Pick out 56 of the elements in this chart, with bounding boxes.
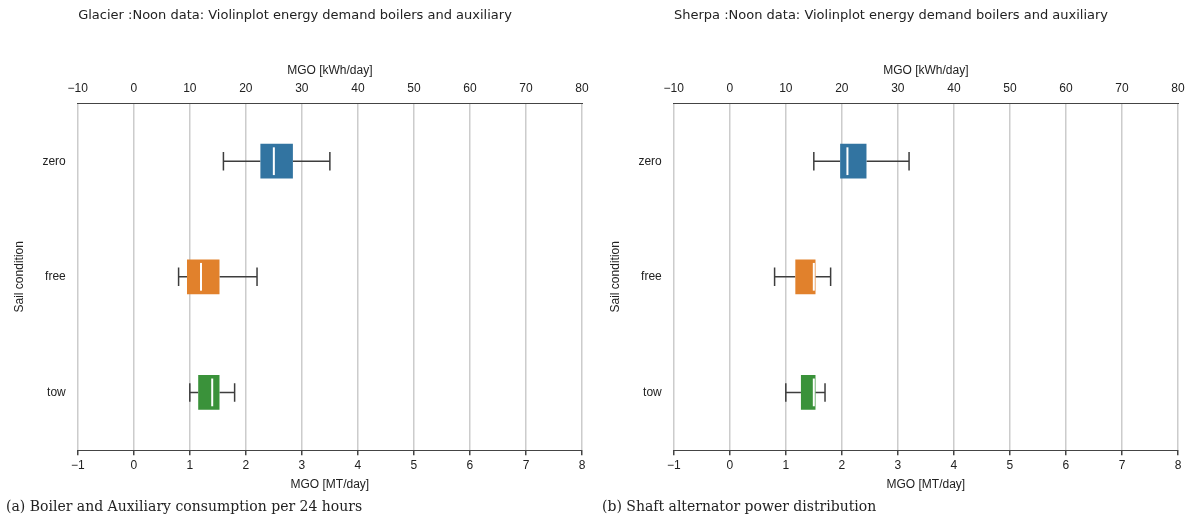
x2-tick-label: 50	[1003, 80, 1017, 95]
x2-tick-label: 30	[891, 80, 905, 95]
x2-tick-label: 40	[351, 80, 365, 95]
x-tick-label: 8	[1174, 457, 1182, 472]
x-tick-label: 7	[522, 457, 530, 472]
x2-tick-label: 70	[1115, 80, 1129, 95]
x2-tick-label: 60	[1059, 80, 1073, 95]
x2-tick-label: −10	[663, 80, 685, 95]
text: (a) Boiler and Auxiliary consumption per 24 hours	[5, 498, 364, 516]
x2-tick-label: 80	[1171, 80, 1185, 95]
chart-title: Sherpa :Noon data: Violinplot energy demand boilers and auxiliary	[674, 7, 1109, 23]
x-tick-label: 4	[354, 457, 362, 472]
y-tick-label: tow	[47, 384, 67, 399]
x-tick-label: 0	[130, 457, 138, 472]
x-tick-label: 6	[1062, 457, 1070, 472]
x-tick-label: 6	[466, 457, 474, 472]
x2-tick-label: 30	[295, 80, 309, 95]
x2-tick-label: 10	[779, 80, 793, 95]
y-tick-label: tow	[643, 384, 663, 399]
y-tick-label: free	[641, 269, 663, 284]
x-tick-label: 2	[242, 457, 250, 472]
x2-tick-label: 40	[947, 80, 961, 95]
x-tick-label: 5	[410, 457, 418, 472]
x-tick-label: 7	[1118, 457, 1126, 472]
x-tick-label: 0	[726, 457, 734, 472]
x-tick-label: 8	[578, 457, 586, 472]
x2-tick-label: 20	[239, 80, 253, 95]
x2-axis-title: MGO [kWh/day]	[287, 63, 373, 78]
x2-tick-label: 50	[407, 80, 421, 95]
x-axis-title: MGO [MT/day]	[886, 477, 966, 492]
y-axis-title: Sail condition	[11, 241, 26, 313]
y-axis-title: Sail condition	[607, 241, 622, 313]
x2-tick-label: 10	[183, 80, 197, 95]
y-tick-label: free	[45, 269, 67, 284]
x-tick-label: 3	[298, 457, 306, 472]
x-axis-title: MGO [MT/day]	[290, 477, 370, 492]
text: (b) Shaft alternator power distribution	[601, 498, 878, 516]
y-tick-label: zero	[638, 153, 663, 168]
x-tick-label: 1	[782, 457, 790, 472]
x2-tick-label: 0	[130, 80, 138, 95]
y-tick-label: zero	[42, 153, 67, 168]
x2-tick-label: −10	[67, 80, 89, 95]
x-tick-label: −1	[70, 457, 85, 472]
x-tick-label: 1	[186, 457, 194, 472]
x2-tick-label: 0	[726, 80, 734, 95]
x-tick-label: −1	[666, 457, 681, 472]
x2-axis-title: MGO [kWh/day]	[883, 63, 969, 78]
x-tick-label: 4	[950, 457, 958, 472]
x2-tick-label: 20	[835, 80, 849, 95]
x-tick-label: 2	[838, 457, 846, 472]
x-tick-label: 5	[1006, 457, 1014, 472]
x2-tick-label: 70	[519, 80, 533, 95]
x-tick-label: 3	[894, 457, 902, 472]
x2-tick-label: 80	[575, 80, 589, 95]
x2-tick-label: 60	[463, 80, 477, 95]
chart-title: Glacier :Noon data: Violinplot energy demand boilers and auxiliary	[78, 7, 513, 23]
